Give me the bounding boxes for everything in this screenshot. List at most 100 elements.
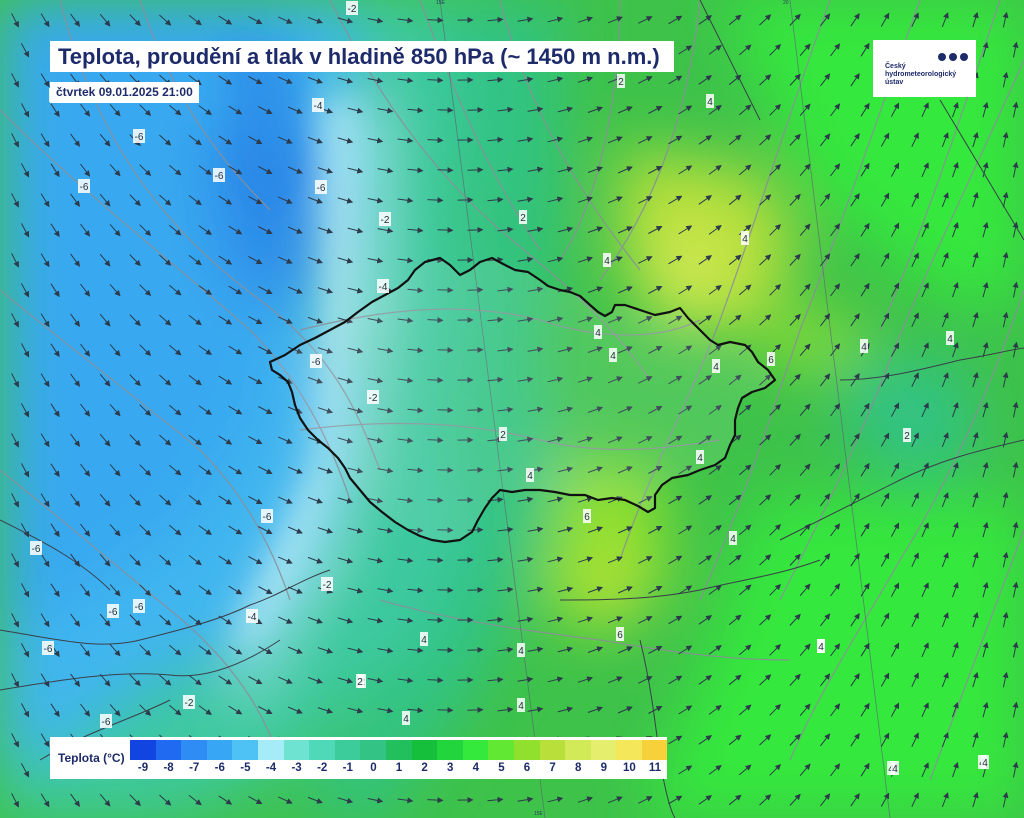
wind-arrow <box>587 466 604 473</box>
wind-arrow <box>850 792 860 807</box>
wind-arrow <box>159 314 172 326</box>
wind-arrow <box>557 346 574 353</box>
wind-arrow <box>759 734 772 746</box>
wind-arrow <box>921 522 929 538</box>
legend-label: 1 <box>395 762 403 774</box>
wind-arrow <box>487 616 504 623</box>
wind-arrow <box>952 581 959 598</box>
isotherm-label: -6 <box>135 602 144 613</box>
wind-arrow <box>890 282 900 297</box>
wind-arrow <box>587 646 604 653</box>
isotherm-label: -2 <box>348 4 357 15</box>
wind-arrow <box>577 76 594 83</box>
wind-arrow <box>11 673 19 688</box>
isotherm-label-bg <box>377 279 389 293</box>
isotherm-label-bg <box>346 1 358 15</box>
wind-arrow <box>347 647 364 654</box>
wind-arrow <box>982 641 989 658</box>
wind-arrow <box>668 555 683 565</box>
wind-arrow <box>317 407 334 414</box>
wind-arrow <box>517 316 534 323</box>
wind-arrow <box>139 524 152 537</box>
wind-arrow <box>890 342 900 357</box>
wind-arrow <box>789 313 801 326</box>
wind-arrow <box>407 347 424 354</box>
wind-arrow <box>638 196 653 204</box>
wind-arrow <box>557 526 574 533</box>
wind-arrow <box>188 555 202 566</box>
wind-arrow <box>427 437 444 444</box>
wind-arrow <box>860 702 870 717</box>
wind-arrow <box>607 616 623 624</box>
wind-arrow <box>407 527 424 534</box>
wind-arrow <box>728 494 742 506</box>
wind-arrow <box>367 677 384 684</box>
isotherm-label: 4 <box>707 97 713 108</box>
wind-arrow <box>1012 641 1019 658</box>
isotherm-label: -6 <box>312 357 321 368</box>
wind-arrow <box>437 587 454 594</box>
wind-arrow <box>972 791 979 808</box>
legend-label: 11 <box>648 762 662 774</box>
wind-arrow <box>11 13 19 28</box>
wind-arrow <box>982 401 989 418</box>
wind-arrow <box>648 586 663 594</box>
wind-arrow <box>708 525 722 535</box>
wind-arrow <box>40 253 50 268</box>
wind-arrow <box>20 43 30 58</box>
wind-arrow <box>159 194 172 206</box>
czech-border <box>268 256 777 544</box>
wind-arrow <box>307 616 323 624</box>
wind-arrow <box>70 613 80 627</box>
wind-arrow <box>11 133 19 148</box>
wind-arrow <box>159 614 172 626</box>
wind-arrow <box>40 493 50 508</box>
wind-arrow <box>982 701 989 718</box>
wind-arrow <box>527 226 544 233</box>
wind-arrow <box>952 161 959 178</box>
wind-arrow <box>577 136 594 143</box>
wind-arrow <box>728 794 742 806</box>
wind-arrow <box>287 526 303 534</box>
wind-arrow <box>307 316 323 324</box>
wind-arrow <box>799 103 811 117</box>
wind-arrow <box>921 342 929 358</box>
wind-arrow <box>258 226 273 234</box>
wind-arrow <box>577 556 594 563</box>
wind-arrow <box>860 402 870 417</box>
isotherm-label: 6 <box>768 355 774 366</box>
wind-arrow <box>911 252 919 268</box>
wind-arrow <box>850 732 860 747</box>
wind-arrow <box>698 735 713 745</box>
wind-arrow <box>880 432 890 447</box>
wind-arrow <box>317 647 334 654</box>
wind-arrow <box>317 227 334 234</box>
legend-swatch <box>257 740 284 760</box>
wind-arrow <box>880 192 890 207</box>
wind-arrow <box>427 137 444 144</box>
wind-arrow <box>188 375 202 386</box>
wind-arrow <box>218 435 233 445</box>
isotherm-label-bg <box>583 509 591 523</box>
wind-arrow <box>11 253 19 268</box>
wind-arrow <box>820 793 831 807</box>
isotherm-label: 4 <box>697 453 703 464</box>
wind-arrow <box>1002 191 1009 208</box>
wind-arrow <box>168 284 182 296</box>
wind-arrow <box>607 796 623 804</box>
wind-arrow <box>168 464 182 476</box>
wind-arrow <box>248 315 263 325</box>
wind-arrow <box>337 377 354 384</box>
wind-arrow <box>799 523 811 537</box>
wind-arrow <box>427 617 444 624</box>
wind-arrow <box>40 13 50 28</box>
wind-arrow <box>467 166 484 173</box>
wind-arrow <box>228 705 243 715</box>
wind-arrow <box>80 523 91 537</box>
isotherm-label-bg <box>616 627 624 641</box>
wind-arrow <box>678 405 693 415</box>
wind-arrow <box>188 15 202 26</box>
wind-arrow <box>347 287 364 294</box>
wind-arrow <box>638 556 653 564</box>
